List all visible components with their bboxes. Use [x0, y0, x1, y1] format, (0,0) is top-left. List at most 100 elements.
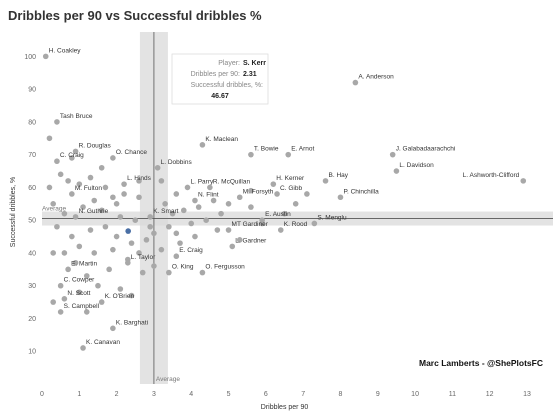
point-label: T. Bowie: [254, 146, 279, 153]
data-point: [65, 266, 71, 273]
y-tick-label: 60: [28, 185, 36, 192]
data-point: [102, 223, 109, 230]
data-point: [46, 184, 53, 191]
y-tick-label: 40: [28, 250, 36, 257]
point-label: N. Flint: [198, 192, 219, 199]
data-point: [72, 214, 79, 220]
data-point: [72, 259, 79, 266]
point-label: B. Hay: [329, 172, 349, 179]
y-tick-label: 80: [28, 119, 36, 126]
data-point: [192, 197, 198, 204]
y-tick-label: 100: [24, 54, 36, 61]
data-point: [110, 325, 116, 332]
point-label: C. Craig: [60, 152, 84, 159]
tooltip-box: [171, 53, 269, 105]
data-point: [80, 204, 86, 210]
data-point: [61, 296, 68, 302]
data-point: [393, 168, 400, 174]
point-label: N. Scott: [67, 290, 90, 297]
data-point: [69, 233, 75, 240]
x-tick-label: 6: [264, 391, 268, 398]
data-point: [46, 135, 53, 142]
data-point: [98, 207, 105, 214]
x-tick-label: 1: [77, 391, 81, 398]
point-label: K. Barghati: [116, 319, 148, 326]
data-point: [162, 201, 168, 207]
point-label: K. Canavan: [86, 339, 120, 346]
point-label: K. Maclean: [205, 136, 238, 143]
data-point: [274, 191, 280, 197]
data-point: [72, 148, 79, 155]
x-tick-label: 13: [523, 391, 531, 398]
data-point: [248, 187, 254, 194]
data-point: [91, 197, 98, 204]
data-point: [166, 269, 172, 276]
data-point: [154, 164, 161, 171]
data-point: [57, 171, 64, 178]
data-point: [57, 309, 64, 315]
data-point: [292, 201, 299, 207]
data-point: [158, 178, 165, 184]
data-point: [125, 259, 131, 266]
data-point: [311, 220, 318, 227]
tooltip-dribbles-label: Dribbles per 90:: [191, 71, 240, 78]
data-point: [54, 119, 60, 125]
point-label: L. Taylor: [131, 254, 156, 261]
data-point: [54, 158, 60, 165]
y-tick-label: 90: [28, 87, 36, 94]
data-point: [151, 263, 157, 269]
data-point: [236, 237, 243, 243]
data-point: [128, 292, 135, 299]
point-label: L. Parry: [191, 178, 215, 185]
point-label: A. Anderson: [358, 74, 394, 81]
point-label: S. Menglu: [317, 214, 347, 221]
data-point: [207, 184, 213, 191]
point-label: O. Fergusson: [205, 264, 245, 271]
data-point: [98, 299, 105, 305]
point-label: L. Davidson: [399, 162, 434, 169]
tooltip-success-label: Successful dribbles, %:: [191, 82, 263, 89]
data-point: [192, 233, 198, 240]
x-tick-label: 7: [301, 391, 305, 398]
data-point: [322, 178, 329, 184]
point-label: L. Gardner: [235, 237, 267, 244]
data-point: [83, 309, 90, 315]
point-label: M. Forsyth: [243, 188, 274, 195]
data-point: [259, 217, 265, 223]
point-label: C. Cowper: [64, 277, 96, 284]
point-label: O. Chance: [116, 149, 147, 156]
point-label: K. Rood: [284, 221, 308, 228]
data-point: [136, 178, 142, 184]
data-point: [113, 233, 120, 240]
x-tick-label: 4: [189, 391, 193, 398]
data-point: [166, 223, 172, 230]
data-point: [42, 53, 49, 60]
average-y-label: Average: [42, 206, 66, 213]
point-label: M. Fulton: [75, 185, 102, 192]
data-point: [121, 181, 127, 187]
data-point: [173, 230, 180, 237]
data-point: [69, 191, 75, 197]
data-point: [229, 243, 236, 250]
data-point: [188, 220, 195, 227]
point-label: K. O'Brien: [105, 293, 135, 300]
point-label: O. King: [172, 264, 194, 271]
data-point: [139, 269, 146, 276]
data-point: [57, 282, 64, 289]
point-label: MT Gardiner: [232, 221, 269, 228]
point-label: S. Campbell: [64, 303, 100, 310]
point-label: E. Austin: [265, 211, 291, 218]
point-label: N. Guthrie: [79, 208, 109, 215]
data-point: [173, 191, 180, 197]
data-point: [76, 289, 83, 296]
point-label: E. Craig: [179, 247, 203, 254]
point-label: Tash Bruce: [60, 113, 93, 120]
data-point: [352, 79, 359, 86]
point-label: H. Coakley: [49, 47, 82, 54]
y-axis-label: Successful dribbles, %: [10, 177, 17, 247]
data-point: [95, 282, 101, 289]
data-point: [117, 214, 124, 220]
y-tick-label: 30: [28, 283, 36, 290]
data-point: [285, 151, 292, 158]
